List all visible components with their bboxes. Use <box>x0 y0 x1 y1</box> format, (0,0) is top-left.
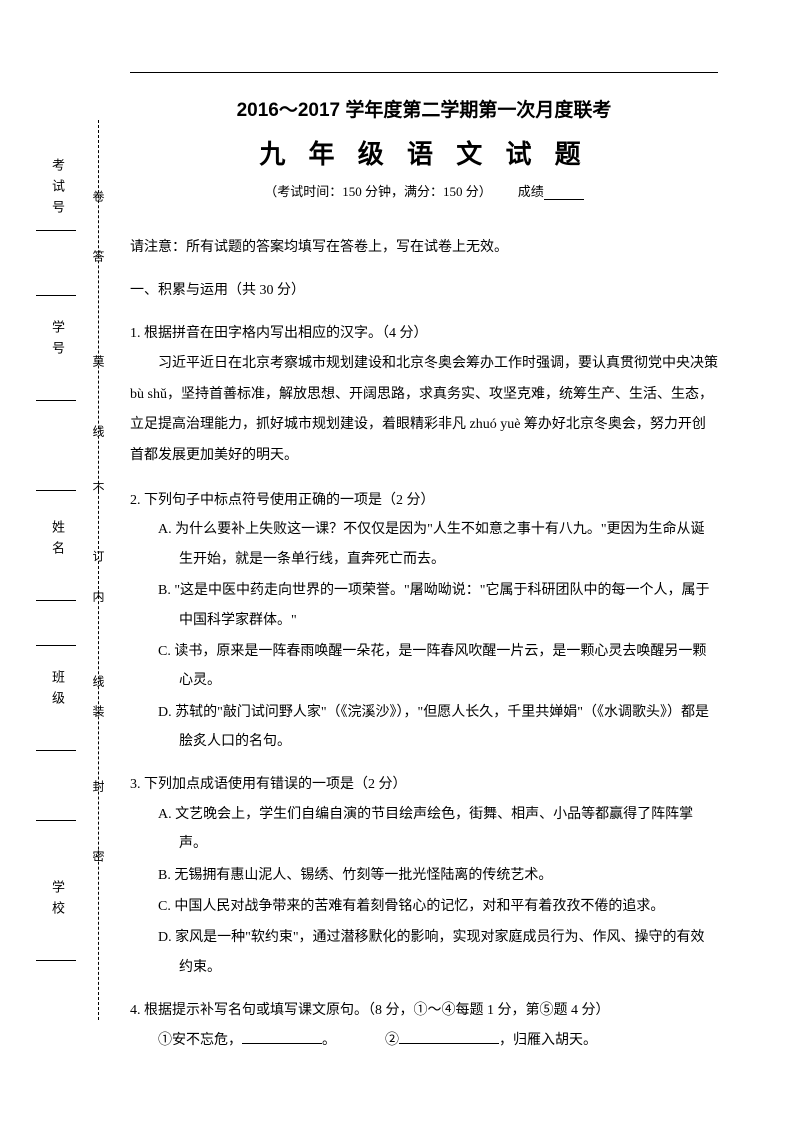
binding-underline <box>36 400 76 401</box>
q1-stem: 1. 根据拼音在田字格内写出相应的汉字。（4 分） <box>130 319 718 348</box>
binding-underline <box>36 750 76 751</box>
q4-blank-1 <box>242 1030 322 1044</box>
binding-label-school: 学校 <box>48 880 67 922</box>
q4-blank-2 <box>399 1030 499 1044</box>
binding-right-4: 订 <box>90 550 107 568</box>
exam-info: （考试时间：150 分钟，满分：150 分） 成绩 <box>130 181 718 200</box>
binding-label-examno: 考试号 <box>48 158 67 221</box>
binding-right-8: 封 <box>90 780 107 798</box>
q3-stem: 3. 下列加点成语使用有错误的一项是（2 分） <box>130 770 718 799</box>
exam-title-main: 2016～2017 学年度第二学期第一次月度联考 <box>130 95 718 122</box>
top-horizontal-rule <box>130 72 718 73</box>
binding-right-9: 密 <box>90 850 107 868</box>
exam-notice: 请注意：所有试题的答案均填写在答卷上，写在试卷上无效。 <box>130 235 718 260</box>
score-blank <box>544 199 584 200</box>
q4-blanks-row: ①安不忘危， 。 ② ，归雁入胡天。 <box>130 1026 718 1055</box>
binding-underline <box>36 960 76 961</box>
question-1: 1. 根据拼音在田字格内写出相应的汉字。（4 分） 习近平近日在北京考察城市规划… <box>130 319 718 472</box>
binding-label-class: 班级 <box>48 670 67 712</box>
q2-option-d: D. 苏轼的"敲门试问野人家"（《浣溪沙》），"但愿人长久，千里共婵娟"（《水调… <box>130 698 718 757</box>
question-4: 4. 根据提示补写名句或填写课文原句。（8 分，①～④每题 1 分，第⑤题 4 … <box>130 996 718 1055</box>
exam-content: 2016～2017 学年度第二学期第一次月度联考 九 年 级 语 文 试 题 （… <box>130 95 718 1069</box>
q2-option-c: C. 读书，原来是一阵春雨唤醒一朵花，是一阵春风吹醒一片云，是一颗心灵去唤醒另一… <box>130 637 718 696</box>
binding-right-1: 莫 <box>90 355 107 373</box>
binding-label-juan: 卷 <box>90 190 107 208</box>
q4-stem: 4. 根据提示补写名句或填写课文原句。（8 分，①～④每题 1 分，第⑤题 4 … <box>130 996 718 1025</box>
exam-title-sub: 九 年 级 语 文 试 题 <box>130 134 718 171</box>
q3-option-d: D. 家风是一种"软约束"，通过潜移默化的影响，实现对家庭成员行为、作风、操守的… <box>130 923 718 982</box>
exam-duration: （考试时间：150 分钟，满分：150 分） <box>264 184 492 199</box>
binding-underline <box>36 600 76 601</box>
binding-right-6: 线 <box>90 675 107 693</box>
binding-right-7: 装 <box>90 705 107 723</box>
binding-right-3: 不 <box>90 482 107 500</box>
question-2: 2. 下列句子中标点符号使用正确的一项是（2 分） A. 为什么要补上失败这一课… <box>130 486 718 757</box>
q2-stem: 2. 下列句子中标点符号使用正确的一项是（2 分） <box>130 486 718 515</box>
q2-option-a: A. 为什么要补上失败这一课？不仅仅是因为"人生不如意之事十有八九。"更因为生命… <box>130 515 718 574</box>
section1-title: 一、积累与运用（共 30 分） <box>130 278 718 303</box>
binding-underline <box>36 295 76 296</box>
binding-margin: 考试号 学号 姓名 班级 学校 卷 答 莫 线 不 订 内 线 装 封 密 <box>28 120 113 1020</box>
binding-label-name: 姓名 <box>48 520 67 562</box>
q2-option-b: B. "这是中医中药走向世界的一项荣誉。"屠呦呦说："它属于科研团队中的每一个人… <box>130 576 718 635</box>
score-label: 成绩 <box>518 184 544 199</box>
q4-item2-suffix: ，归雁入胡天。 <box>499 1033 597 1048</box>
q3-option-a: A. 文艺晚会上，学生们自编自演的节目绘声绘色，街舞、相声、小品等都赢得了阵阵掌… <box>130 800 718 859</box>
q4-item1-suffix: 。 <box>322 1033 336 1048</box>
q4-item2-prefix: ② <box>385 1033 399 1048</box>
q1-passage: 习近平近日在北京考察城市规划建设和北京冬奥会筹办工作时强调，要认真贯彻党中央决策… <box>130 349 718 472</box>
binding-underline <box>36 645 76 646</box>
binding-right-2: 线 <box>90 425 107 443</box>
q3-option-b: B. 无锡拥有惠山泥人、锡绣、竹刻等一批光怪陆离的传统艺术。 <box>130 861 718 890</box>
binding-right-5: 内 <box>90 590 107 608</box>
q4-item1-prefix: ①安不忘危， <box>158 1033 242 1048</box>
question-3: 3. 下列加点成语使用有错误的一项是（2 分） A. 文艺晚会上，学生们自编自演… <box>130 770 718 982</box>
binding-underline <box>36 230 76 231</box>
binding-underline <box>36 820 76 821</box>
q3-option-c: C. 中国人民对战争带来的苦难有着刻骨铭心的记忆，对和平有着孜孜不倦的追求。 <box>130 892 718 921</box>
binding-right-0: 答 <box>90 250 107 268</box>
binding-label-studentno: 学号 <box>48 320 67 362</box>
binding-underline <box>36 490 76 491</box>
